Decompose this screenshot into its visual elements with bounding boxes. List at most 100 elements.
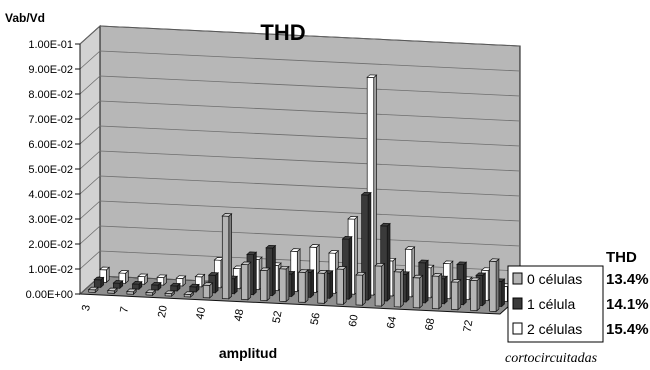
chart-title: THD (260, 20, 305, 45)
legend-label-0-celulas: 0 células (527, 271, 582, 287)
x-tick-label: 20 (156, 304, 170, 318)
bar-top (93, 276, 105, 281)
bar-top (469, 277, 481, 281)
bar-side (463, 261, 467, 306)
x-axis-label: amplitud (219, 345, 277, 361)
bar-top (347, 216, 359, 220)
bar-side (362, 271, 366, 306)
bar-side (438, 273, 442, 310)
bar-side (228, 213, 232, 300)
bar-side (386, 222, 391, 302)
gridline (79, 175, 521, 197)
y-tick-label: 8.00E-02 (28, 89, 73, 101)
bar-side (304, 269, 309, 304)
thd-value-0-celulas: 13.4% (606, 271, 649, 288)
bar-1-célula-3 (93, 276, 105, 289)
bar-side (348, 235, 353, 300)
legend-swatch-0-celulas (512, 272, 523, 285)
bar-0-células-74 (488, 258, 500, 313)
legend-label-2-celulas: 2 células (527, 321, 582, 337)
x-tick-label: 48 (232, 308, 246, 322)
legend-label-1-celula: 1 célula (527, 296, 575, 312)
bar-top (379, 222, 391, 227)
bar-0-células-68 (431, 273, 443, 310)
bar-top (328, 250, 340, 254)
bar-0-células-56 (316, 269, 328, 305)
gridline (79, 150, 521, 172)
bar-top (183, 291, 195, 295)
bar-top (360, 191, 372, 196)
bar-0-células-20 (164, 290, 176, 297)
bar-side (266, 267, 271, 302)
bar-top (404, 246, 416, 250)
bar-top (336, 266, 348, 270)
bar-side (495, 258, 500, 313)
bar-front (93, 279, 102, 288)
bar-top (188, 283, 200, 288)
bar-side (367, 191, 372, 301)
bar-front (113, 282, 121, 289)
thd-value-1-celula: 14.1% (606, 296, 649, 313)
legend-swatch-2-celulas (512, 322, 523, 335)
bar-top (309, 244, 321, 248)
bar-front (298, 271, 306, 303)
y-tick-label: 1.00E-01 (28, 39, 73, 51)
y-tick-label: 6.00E-02 (28, 139, 73, 151)
bar-front (260, 269, 268, 301)
x-tick-label: 72 (462, 319, 476, 333)
bar-front (221, 215, 230, 300)
bar-top (221, 213, 233, 217)
bar-top (246, 251, 258, 256)
bar-front (374, 265, 382, 307)
bar-top (240, 261, 252, 266)
bar-top (126, 288, 138, 293)
bar-1-célula-7 (131, 280, 143, 290)
bar-0-células-5 (106, 287, 118, 295)
bar-top (355, 271, 367, 276)
bar-top (412, 274, 424, 279)
bar-top (106, 287, 118, 292)
bar-side (343, 265, 347, 306)
y-tick-label: 0.00E+00 (26, 289, 73, 301)
bar-side (476, 277, 481, 312)
bar-side (272, 244, 276, 297)
bar-1-célula-10 (150, 281, 162, 291)
bar-top (164, 290, 176, 294)
bar-top (341, 236, 353, 240)
y-tick-label: 1.00E-02 (28, 264, 73, 276)
bar-top (393, 268, 405, 273)
legend-footer: cortocircuitadas (505, 351, 598, 366)
bar-0-células-48 (240, 261, 252, 301)
bar-0-células-3 (87, 286, 99, 294)
bar-0-células-50 (259, 267, 271, 302)
bar-1-célula-30 (188, 283, 200, 293)
gridline (79, 125, 521, 147)
gridline (79, 100, 521, 122)
bar-side (310, 269, 314, 299)
legend-box (507, 265, 604, 343)
bar-front (132, 283, 140, 290)
bar-top (289, 248, 301, 252)
bar-front (202, 284, 211, 299)
x-tick-label: 60 (347, 314, 361, 328)
gridline (79, 200, 521, 222)
bar-side (291, 270, 295, 298)
bar-side (405, 271, 410, 303)
bar-side (381, 262, 385, 307)
bar-top (442, 260, 454, 265)
bar-side (323, 269, 328, 305)
bar-top (118, 270, 130, 274)
bar-top (456, 261, 468, 266)
bar-side (247, 261, 252, 301)
gridline (79, 75, 521, 97)
x-tick-label: 7 (118, 306, 131, 314)
bar-side (482, 272, 486, 307)
axes-group: 0.00E+00 1.00E-02 2.00E-02 3.00E-02 4.00E-02… (26, 39, 476, 333)
bar-front (470, 279, 478, 311)
bar-2-células-10 (156, 274, 168, 286)
thd-value-2-celulas: 15.4% (606, 321, 649, 338)
gridline (79, 25, 521, 47)
bar-top (488, 258, 500, 262)
bar-top (374, 262, 386, 267)
